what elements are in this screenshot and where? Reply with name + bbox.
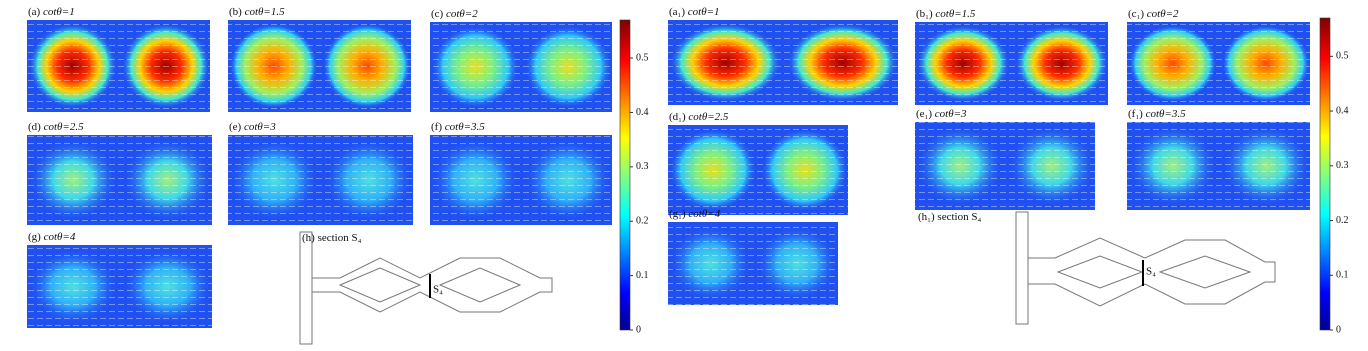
colorbar-tick-label: 0.3 [1336,160,1349,171]
panel-param: cotθ=3 [244,121,276,133]
panel-label: (a) cotθ=1 [28,6,75,18]
panel-param: cotθ=3 [935,108,967,120]
velocity-vectors [430,135,612,225]
panel-tag: (f₁) [1128,108,1143,120]
panel-param: cotθ=1.5 [245,6,286,18]
panel-tag: (e₁) [916,108,932,120]
panel-param: cotθ=3.5 [445,121,486,133]
colorbar-tick-label: 0.1 [1336,270,1349,281]
colorbar-tick-label: 0 [1336,324,1341,335]
panel-label: (c) cotθ=2 [431,8,478,20]
panel-param: cotθ=1 [43,6,75,18]
section-diagram [1015,211,1276,325]
colorbar-tick-label: 0.3 [636,161,649,172]
colorbar-tick-label: 0.1 [636,270,649,281]
colorbar-tick-label: 0.4 [636,107,649,118]
velocity-vectors [27,20,210,112]
velocity-vectors [668,222,838,305]
panel-param: cotθ=4 [44,231,76,243]
panel-param: cotθ=2 [446,8,478,20]
panel-tag: (e) [229,121,242,133]
colorbar-tick-label: 0.5 [636,52,649,63]
panel-label: (a₁) cotθ=1 [669,6,720,18]
panel-label: (c₁) cotθ=2 [1128,8,1179,20]
panel-tag: (a₁) [669,6,685,18]
section-marker: S₄ [433,284,443,296]
colorbar [1319,17,1331,331]
panel-tag: (g₁) [669,208,686,220]
velocity-vectors [228,20,411,112]
colorbar-tick-label: 0.2 [1336,215,1349,226]
panel-label: (b) cotθ=1.5 [229,6,285,18]
panel-label: (b₁) cotθ=1.5 [916,8,976,20]
velocity-vectors [1127,122,1310,210]
panel-label: (f₁) cotθ=3.5 [1128,108,1186,120]
colorbar-tick-label: 0.4 [1336,105,1349,116]
panel-param: cotθ=4 [688,208,720,220]
panel-label: (d₁) cotθ=2.5 [669,111,729,123]
panel-label: (d) cotθ=2.5 [28,121,84,133]
velocity-vectors [430,22,612,112]
velocity-vectors [1127,22,1310,105]
panel-param: cotθ=3.5 [1146,108,1187,120]
panel-tag: (a) [28,6,41,18]
colorbar-tick-label: 0.2 [636,216,649,227]
panel-label: (f) cotθ=3.5 [431,121,485,133]
panel-label: (e₁) cotθ=3 [916,108,967,120]
velocity-vectors [915,122,1095,210]
section-diagram [299,231,553,345]
panel-param: cotθ=2 [1147,8,1179,20]
colorbar [619,19,631,331]
panel-tag: (b) [229,6,242,18]
colorbar-tick-label: 0 [636,324,641,335]
panel-param: cotθ=1 [688,6,720,18]
panel-param: cotθ=2.5 [688,111,729,123]
panel-tag: (g) [28,231,41,243]
panel-tag: (b₁) [916,8,933,20]
panel-param: cotθ=2.5 [44,121,85,133]
velocity-vectors [228,135,413,225]
panel-tag: (d₁) [669,111,686,123]
panel-label: (e) cotθ=3 [229,121,276,133]
panel-tag: (f) [431,121,442,133]
panel-tag: (c) [431,8,444,20]
velocity-vectors [668,20,898,105]
section-marker: S₄ [1146,266,1156,278]
velocity-vectors [27,135,212,225]
section-label: (h₁) section S₄ [918,211,981,223]
panel-tag: (d) [28,121,41,133]
section-label: (h) section S₄ [302,232,362,244]
velocity-vectors [915,22,1108,105]
panel-param: cotθ=1.5 [935,8,976,20]
velocity-vectors [27,245,212,328]
panel-label: (g₁) cotθ=4 [669,208,721,220]
panel-label: (g) cotθ=4 [28,231,76,243]
panel-tag: (c₁) [1128,8,1144,20]
velocity-vectors [668,125,848,215]
colorbar-tick-label: 0.5 [1336,51,1349,62]
